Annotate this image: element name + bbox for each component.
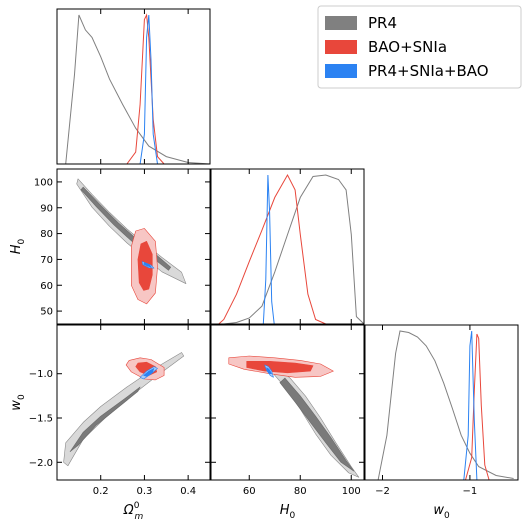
marginal-line-pr4	[65, 14, 211, 165]
legend-label: PR4	[368, 14, 397, 32]
y-tick-label: −1.0	[29, 369, 53, 380]
marginal-line-bao-snia	[126, 13, 165, 165]
marginal-frame	[56, 8, 211, 165]
legend-label: BAO+SNIa	[368, 38, 447, 56]
x-tick-label: −2	[375, 486, 390, 497]
y-axis-label-h0: H0	[9, 238, 27, 254]
contour-pr4-snia-bao-68	[266, 367, 272, 374]
marginal-background	[365, 325, 518, 480]
legend-swatch	[325, 16, 357, 30]
contour-panels: 50 60 70 80 90 100 0.2 0.3 0.4 −2.0 −1.5 −1.0 60 80 10…	[29, 168, 365, 497]
x-tick-label: 100	[342, 486, 361, 497]
marginal-background	[211, 169, 364, 324]
legend: PR4 BAO+SNIa PR4+SNIa+BAO	[317, 5, 522, 89]
contour-pr4-68	[279, 377, 355, 472]
x-tick-label: 0.4	[180, 486, 196, 497]
x-tick-label: 80	[294, 486, 307, 497]
panel-contours	[76, 178, 187, 305]
panel-frame	[56, 168, 211, 325]
legend-label: PR4+SNIa+BAO	[368, 62, 489, 80]
y-tick-label: 70	[40, 255, 53, 266]
panel-h0-w0: 60 80 100	[210, 324, 365, 497]
legend-box	[317, 5, 522, 89]
panel-om-w0: 0.2 0.3 0.4 −2.0 −1.5 −1.0	[29, 324, 211, 497]
y-tick-label: −1.5	[29, 414, 53, 425]
marginal-line-bao-snia	[465, 333, 490, 481]
y-tick-label: 80	[40, 229, 53, 240]
marginal-line-pr4-snia-bao	[139, 14, 158, 165]
marginal-w0: −2 −1	[364, 324, 519, 497]
y-tick-label: 90	[40, 203, 53, 214]
panel-contours	[63, 352, 185, 467]
panel-frame	[210, 324, 365, 481]
legend-swatch	[325, 40, 357, 54]
marginal-h0	[210, 168, 365, 325]
legend-swatch	[325, 64, 357, 78]
x-tick-label: 0.2	[93, 486, 109, 497]
y-tick-label: 100	[34, 177, 53, 188]
marginal-line-pr4-snia-bao	[262, 174, 275, 325]
x-tick-label: 0.3	[136, 486, 152, 497]
panel-contours	[228, 355, 360, 478]
marginal-frame	[364, 324, 519, 481]
y-axis-label-w0: w0	[9, 394, 27, 411]
marginal-panels: −2 −1 Ω0 m H0 w0 H0 w0	[9, 8, 519, 522]
marginal-line-pr4	[223, 174, 365, 325]
contour-bao-snia-68	[246, 361, 314, 374]
y-tick-label: 50	[40, 307, 53, 318]
marginal-frame	[210, 168, 365, 325]
x-axis-label-w0: w0	[433, 503, 450, 521]
contour-pr4-snia-bao-68	[143, 262, 152, 268]
marginal-background	[57, 9, 210, 164]
contour-pr4-68	[69, 386, 141, 452]
x-axis-label-om: Ω0 m	[123, 501, 144, 522]
marginal-line-pr4-snia-bao	[463, 330, 478, 481]
marginal-line-bao-snia	[218, 173, 327, 325]
panel-om-h0: 50 60 70 80 90 100	[34, 168, 211, 325]
y-tick-label: 60	[40, 281, 53, 292]
y-tick-label: −2.0	[29, 458, 53, 469]
x-tick-label: −1	[463, 486, 478, 497]
panel-frame	[56, 324, 211, 481]
x-axis-label-h0: H0	[280, 503, 296, 521]
contour-pr4-snia-bao-68	[143, 368, 155, 377]
marginal-om	[56, 8, 211, 165]
x-tick-label: 60	[243, 486, 256, 497]
contour-pr4-95	[63, 352, 185, 467]
